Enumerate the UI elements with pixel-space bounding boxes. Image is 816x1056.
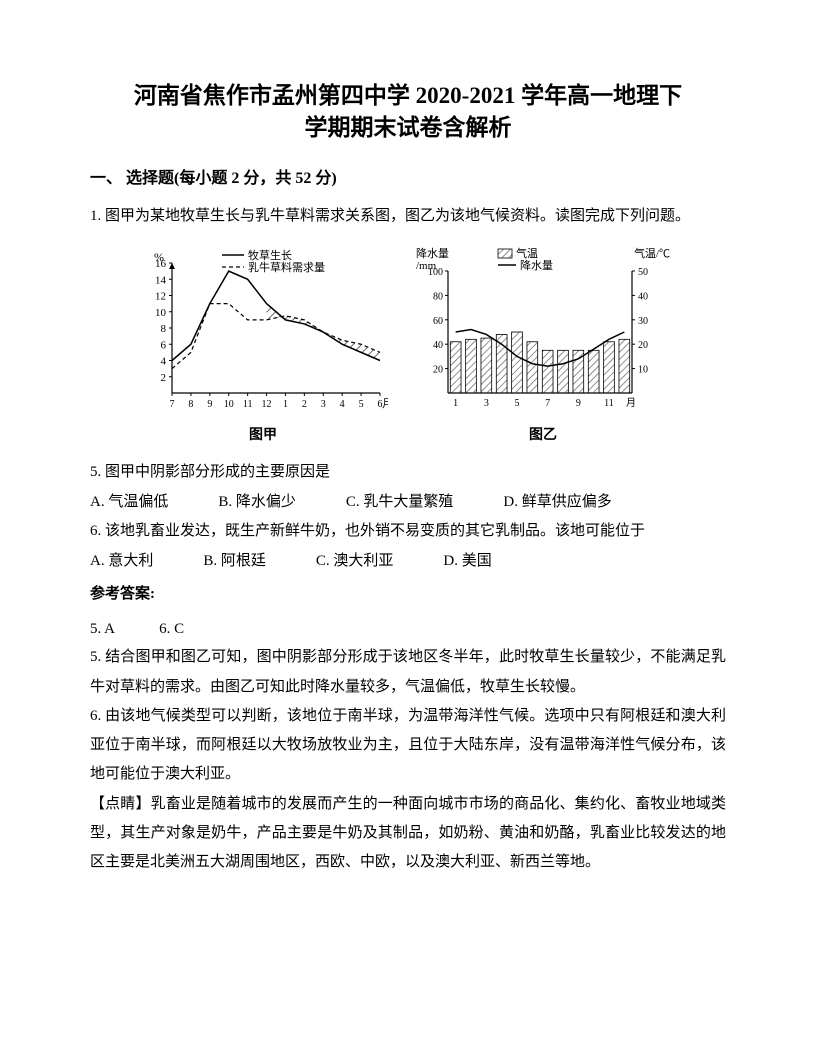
svg-text:气温/℃: 气温/℃	[634, 246, 670, 260]
svg-text:10: 10	[155, 307, 167, 319]
svg-text:9: 9	[207, 399, 212, 410]
q6-options: A. 意大利 B. 阿根廷 C. 澳大利亚 D. 美国	[90, 547, 726, 576]
answer-keys: 5. A 6. C	[90, 615, 726, 644]
title-line-1: 河南省焦作市孟州第四中学 2020-2021 学年高一地理下	[90, 80, 726, 112]
chart1-label: 图甲	[138, 424, 388, 444]
exp5: 5. 结合图甲和图乙可知，图中阴影部分形成于该地区冬半年，此时牧草生长量较少，不…	[90, 643, 726, 702]
svg-text:10: 10	[638, 364, 648, 375]
q6-opt-b: B. 阿根廷	[203, 547, 266, 576]
svg-text:8: 8	[161, 323, 167, 335]
q1-intro: 1. 图甲为某地牧草生长与乳牛草料需求关系图，图乙为该地气候资料。读图完成下列问…	[90, 202, 726, 231]
title-line-2: 学期期末试卷含解析	[90, 112, 726, 144]
svg-text:1: 1	[453, 398, 458, 409]
svg-text:11: 11	[604, 398, 614, 409]
svg-text:4: 4	[161, 355, 167, 367]
chart2-svg: 降水量/mm气温/℃1008060402050403020101357911月气…	[408, 245, 678, 415]
svg-text:20: 20	[638, 340, 648, 351]
chart1-svg: %161412108642789101112123456月牧草生长乳牛草料需求量	[138, 245, 388, 415]
q6-text: 6. 该地乳畜业发达，既生产新鲜牛奶，也外销不易变质的其它乳制品。该地可能位于	[90, 517, 726, 546]
svg-text:月: 月	[382, 398, 388, 410]
svg-text:7: 7	[170, 399, 175, 410]
svg-text:10: 10	[224, 399, 234, 410]
svg-text:乳牛草料需求量: 乳牛草料需求量	[248, 260, 325, 274]
q5-opt-c: C. 乳牛大量繁殖	[346, 488, 454, 517]
svg-text:2: 2	[161, 372, 167, 384]
q6-opt-a: A. 意大利	[90, 547, 153, 576]
q5-opt-b: B. 降水偏少	[218, 488, 296, 517]
svg-text:3: 3	[321, 399, 326, 410]
chart1-wrapper: %161412108642789101112123456月牧草生长乳牛草料需求量…	[138, 245, 388, 444]
chart2-label: 图乙	[408, 424, 678, 444]
svg-text:14: 14	[155, 274, 167, 286]
answer-header: 参考答案:	[90, 582, 726, 603]
chart2-wrapper: 降水量/mm气温/℃1008060402050403020101357911月气…	[408, 245, 678, 444]
svg-text:11: 11	[243, 399, 253, 410]
svg-text:20: 20	[433, 364, 443, 375]
page-title: 河南省焦作市孟州第四中学 2020-2021 学年高一地理下 学期期末试卷含解析	[90, 80, 726, 144]
q6-opt-d: D. 美国	[443, 547, 491, 576]
svg-text:2: 2	[302, 399, 307, 410]
section-header: 一、 选择题(每小题 2 分，共 52 分)	[90, 164, 726, 188]
svg-text:5: 5	[515, 398, 520, 409]
svg-text:气温: 气温	[516, 246, 538, 260]
svg-text:7: 7	[545, 398, 550, 409]
svg-text:9: 9	[576, 398, 581, 409]
svg-text:3: 3	[484, 398, 489, 409]
svg-text:50: 50	[638, 267, 648, 278]
svg-text:降水量: 降水量	[416, 246, 449, 260]
svg-text:100: 100	[428, 267, 443, 278]
svg-text:牧草生长: 牧草生长	[248, 248, 292, 262]
q5-opt-a: A. 气温偏低	[90, 488, 168, 517]
svg-text:16: 16	[155, 258, 167, 270]
q5-opt-d: D. 鲜草供应偏多	[503, 488, 611, 517]
q6-opt-c: C. 澳大利亚	[316, 547, 394, 576]
svg-text:1: 1	[283, 399, 288, 410]
svg-text:80: 80	[433, 291, 443, 302]
charts-container: %161412108642789101112123456月牧草生长乳牛草料需求量…	[90, 245, 726, 444]
svg-text:8: 8	[188, 399, 193, 410]
svg-text:月: 月	[626, 397, 636, 409]
svg-text:4: 4	[340, 399, 345, 410]
svg-text:12: 12	[262, 399, 272, 410]
svg-text:40: 40	[433, 340, 443, 351]
svg-text:6: 6	[161, 339, 167, 351]
svg-text:30: 30	[638, 316, 648, 327]
svg-text:降水量: 降水量	[520, 258, 553, 272]
svg-text:5: 5	[359, 399, 364, 410]
tip: 【点睛】乳畜业是随着城市的发展而产生的一种面向城市市场的商品化、集约化、畜牧业地…	[90, 790, 726, 878]
q5-text: 5. 图甲中阴影部分形成的主要原因是	[90, 458, 726, 487]
q5-options: A. 气温偏低 B. 降水偏少 C. 乳牛大量繁殖 D. 鲜草供应偏多	[90, 488, 726, 517]
svg-text:60: 60	[433, 316, 443, 327]
exp6: 6. 由该地气候类型可以判断，该地位于南半球，为温带海洋性气候。选项中只有阿根廷…	[90, 702, 726, 790]
svg-text:40: 40	[638, 291, 648, 302]
svg-text:12: 12	[155, 290, 166, 302]
